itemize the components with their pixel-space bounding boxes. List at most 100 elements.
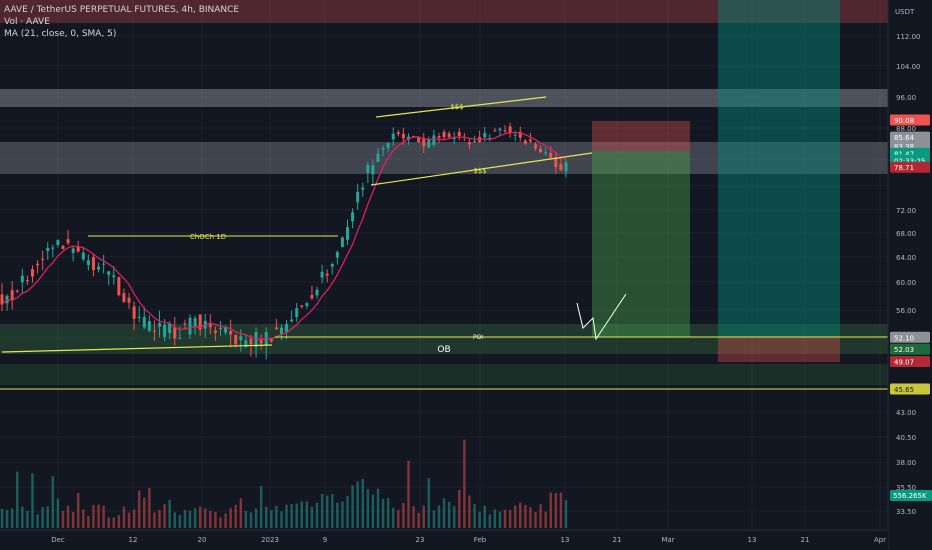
volume-bar [453,506,456,528]
time-tick-label: 13 [748,536,757,544]
time-tick-label: 21 [801,536,810,544]
volume-bar [229,507,232,528]
candle-body [534,144,538,149]
ma-indicator-label[interactable]: MA (21, close, 0, SMA, 5) [4,29,117,39]
price-badge-bg [890,356,930,368]
candle-body [554,157,558,168]
poi-label: POI [473,334,483,341]
price-badge-label: 52.03 [894,346,914,354]
price-badge-bg [890,383,930,395]
volume-bar [488,514,491,528]
volume-bar [112,517,115,528]
candle-body [427,138,431,148]
time-tick-label: Mar [661,536,674,544]
volume-bar [437,505,441,528]
time-tick-label: 21 [613,536,622,544]
volume-bar [31,473,34,528]
price-badge-label: 78.71 [894,164,914,172]
price-badge: 52.10 [890,331,930,343]
volume-bar [66,505,70,528]
candle-body [279,327,283,335]
candle-body [198,314,202,330]
symbol-title[interactable]: AAVE / TetherUS PERPETUAL FUTURES, 4h, B… [4,5,240,15]
liquidity-bottom-label: $$$ [473,167,486,175]
volume-bar [498,511,502,528]
volume-bar [483,505,486,528]
candle-body [208,324,212,328]
candle-body [310,294,314,299]
candle-body [330,264,334,267]
candle-body [523,140,527,144]
time-tick-label: Dec [51,536,65,544]
volume-bar [102,505,105,528]
price-badge-bg [890,331,930,343]
volume-bar [524,505,527,528]
volume-bar [148,488,151,528]
candle-body [381,148,385,150]
candle-body [97,266,101,270]
candle-body [518,131,522,138]
resistance-zone [0,89,888,107]
candle-body [152,330,156,332]
candle-body [442,132,446,138]
volume-bar [336,502,339,528]
candle-body [30,269,34,277]
price-tick-label: 64.00 [896,254,916,262]
volume-bar [183,509,187,528]
volume-bar [397,510,400,528]
price-tick-label: 88.00 [896,125,916,133]
price-badge-label: 52.10 [894,334,914,342]
price-badge-label: 81.47 [894,150,914,158]
volume-bar [310,506,314,528]
volume-bar [285,504,288,528]
volume-bar [275,505,278,528]
candle-body [15,290,19,292]
candle-body [264,332,268,346]
candle-body [508,126,512,133]
volume-bar [473,503,476,528]
candle-body [295,308,299,317]
liquidity-top-label: $$$ [450,103,463,111]
price-badge-bg [890,343,930,355]
volume-bar [10,508,14,528]
volume-bar [132,509,136,528]
candle-body [158,323,162,327]
price-badge-bg [890,131,930,143]
lower-trendline [1,344,273,353]
volume-bar [16,471,19,528]
candle-body [10,290,14,301]
volume-bar [173,512,176,528]
volume-bar [564,500,568,528]
choch-label: ChOCh 1D [190,233,226,241]
candle-body [168,323,172,334]
candle-body [163,324,167,337]
chart-grid [0,0,888,530]
price-axis[interactable]: USDT112.00104.0096.0088.0080.0072.0068.0… [887,0,932,550]
candle-body [452,138,456,140]
volume-bar [46,506,49,528]
zones [0,0,888,390]
candle-body [361,187,365,190]
channel-bottom-line [370,152,593,186]
volume-bar [381,499,385,528]
candle-body [142,317,146,328]
candle-body [305,303,309,307]
projection-target-zone [718,0,840,337]
volume-bar [422,505,425,528]
volume-bar [92,505,95,528]
candle-body [483,132,487,138]
time-axis[interactable]: Dec 12 20 2023 9 23 Feb 13 21 Mar 13 21 Apr [0,529,888,550]
candle-body [539,148,543,153]
volume-bar [513,505,517,528]
candle-body [376,153,380,162]
candle-body [325,273,329,276]
candle-body [259,338,263,344]
volume-indicator-label[interactable]: Vol · AAVE [4,17,50,27]
volume-bar [346,495,349,528]
price-badge-bg [890,161,930,173]
candle-body [528,139,532,142]
candle-body [188,317,192,335]
volume-bar [331,494,334,528]
